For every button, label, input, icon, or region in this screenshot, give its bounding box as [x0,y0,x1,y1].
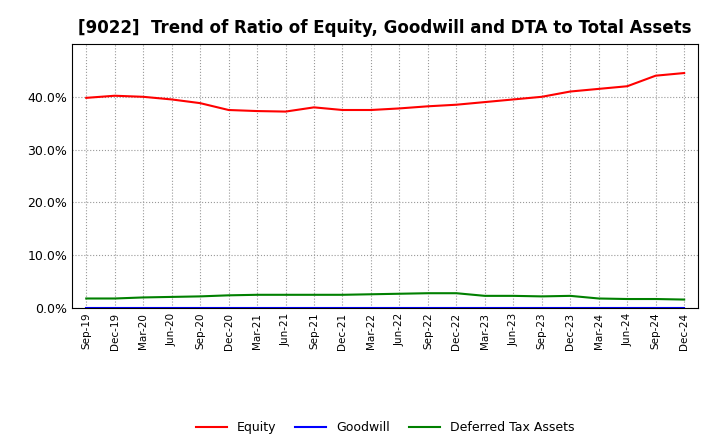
Goodwill [338,305,347,311]
Equity [139,94,148,99]
Deferred Tax Assets [652,297,660,302]
Equity [395,106,404,111]
Goodwill [282,305,290,311]
Goodwill [395,305,404,311]
Line: Deferred Tax Assets: Deferred Tax Assets [86,293,684,300]
Equity [167,97,176,102]
Equity [452,102,461,107]
Deferred Tax Assets [595,296,603,301]
Goodwill [139,305,148,311]
Deferred Tax Assets [680,297,688,302]
Deferred Tax Assets [196,294,204,299]
Deferred Tax Assets [452,290,461,296]
Equity [480,99,489,105]
Goodwill [480,305,489,311]
Deferred Tax Assets [225,293,233,298]
Goodwill [110,305,119,311]
Goodwill [366,305,375,311]
Goodwill [595,305,603,311]
Goodwill [623,305,631,311]
Deferred Tax Assets [623,297,631,302]
Deferred Tax Assets [509,293,518,298]
Deferred Tax Assets [395,291,404,297]
Deferred Tax Assets [338,292,347,297]
Deferred Tax Assets [423,290,432,296]
Goodwill [167,305,176,311]
Deferred Tax Assets [253,292,261,297]
Deferred Tax Assets [139,295,148,300]
Goodwill [537,305,546,311]
Equity [282,109,290,114]
Deferred Tax Assets [537,294,546,299]
Goodwill [310,305,318,311]
Deferred Tax Assets [82,296,91,301]
Equity [566,89,575,94]
Goodwill [652,305,660,311]
Equity [423,104,432,109]
Goodwill [566,305,575,311]
Deferred Tax Assets [167,294,176,300]
Equity [509,97,518,102]
Line: Equity: Equity [86,73,684,112]
Equity [595,86,603,92]
Equity [680,70,688,76]
Deferred Tax Assets [566,293,575,298]
Goodwill [225,305,233,311]
Goodwill [253,305,261,311]
Equity [196,100,204,106]
Goodwill [82,305,91,311]
Goodwill [196,305,204,311]
Goodwill [452,305,461,311]
Goodwill [509,305,518,311]
Deferred Tax Assets [110,296,119,301]
Goodwill [423,305,432,311]
Goodwill [680,305,688,311]
Deferred Tax Assets [480,293,489,298]
Equity [253,108,261,114]
Equity [225,107,233,113]
Deferred Tax Assets [282,292,290,297]
Deferred Tax Assets [366,292,375,297]
Equity [366,107,375,113]
Equity [537,94,546,99]
Equity [110,93,119,99]
Legend: Equity, Goodwill, Deferred Tax Assets: Equity, Goodwill, Deferred Tax Assets [191,416,580,439]
Equity [82,95,91,100]
Equity [310,105,318,110]
Equity [623,84,631,89]
Deferred Tax Assets [310,292,318,297]
Equity [338,107,347,113]
Equity [652,73,660,78]
Title: [9022]  Trend of Ratio of Equity, Goodwill and DTA to Total Assets: [9022] Trend of Ratio of Equity, Goodwil… [78,19,692,37]
